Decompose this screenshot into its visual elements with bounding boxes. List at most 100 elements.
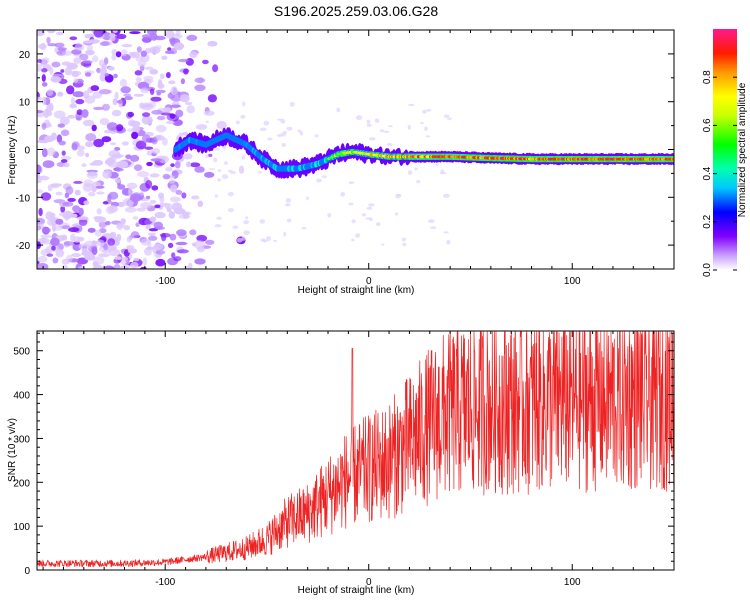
noise-blob — [60, 69, 65, 73]
spec-y-tick-label: 0 — [24, 146, 30, 157]
noise-blob — [165, 50, 175, 54]
noise-blob — [135, 140, 147, 150]
noise-blob — [351, 219, 356, 224]
noise-blob — [146, 246, 155, 250]
noise-blob — [166, 121, 175, 124]
noise-blob — [70, 233, 76, 242]
noise-blob — [41, 122, 47, 130]
noise-blob — [40, 234, 52, 239]
noise-blob — [442, 193, 450, 198]
noise-blob — [321, 175, 327, 179]
noise-blob — [73, 57, 82, 64]
noise-blob — [348, 181, 355, 185]
noise-blob — [116, 33, 127, 40]
snr-frame — [36, 330, 675, 571]
noise-blob — [175, 189, 183, 195]
noise-blob — [46, 36, 51, 44]
noise-blob — [170, 104, 181, 108]
noise-blob — [37, 225, 42, 231]
snr-x-tick-label: 100 — [564, 577, 581, 588]
noise-blob — [197, 246, 205, 253]
noise-blob — [232, 225, 239, 229]
noise-blob — [109, 35, 116, 42]
noise-blob — [47, 218, 59, 226]
noise-blob — [69, 103, 78, 109]
noise-blob — [175, 109, 184, 118]
noise-blob — [114, 178, 121, 184]
noise-blob — [102, 201, 109, 205]
noise-blob — [149, 199, 157, 204]
noise-blob — [76, 257, 89, 265]
noise-blob — [144, 66, 154, 70]
noise-blob — [124, 206, 137, 213]
noise-blob — [61, 150, 66, 156]
noise-blob — [213, 157, 218, 163]
noise-blob — [314, 134, 319, 138]
spec-x-tick-label: -100 — [155, 276, 175, 287]
noise-blob — [37, 110, 44, 114]
noise-blob — [46, 111, 53, 117]
noise-blob — [92, 256, 105, 265]
noise-blob — [140, 202, 152, 209]
noise-blob — [142, 134, 151, 143]
noise-blob — [170, 184, 178, 193]
noise-blob — [286, 218, 292, 223]
noise-blob — [414, 167, 418, 171]
noise-blob — [66, 62, 78, 70]
noise-blob — [151, 109, 163, 115]
noise-blob — [103, 243, 108, 251]
noise-blob — [148, 235, 158, 241]
snr-y-tick-label: 300 — [13, 434, 30, 445]
noise-blob — [180, 78, 185, 85]
noise-blob — [420, 121, 424, 125]
noise-blob — [173, 42, 185, 51]
noise-blob — [98, 253, 110, 258]
noise-blob — [51, 73, 63, 77]
noise-blob — [176, 229, 187, 237]
noise-blob — [135, 56, 144, 62]
noise-blob — [37, 165, 43, 174]
noise-blob — [77, 236, 85, 242]
noise-blob — [140, 238, 150, 246]
noise-blob — [151, 185, 159, 191]
noise-blob — [443, 114, 450, 118]
noise-blob — [207, 94, 217, 103]
noise-blob — [121, 44, 133, 48]
noise-blob — [168, 211, 175, 219]
noise-blob — [443, 231, 449, 234]
snr-x-label: Height of straight line (km) — [298, 585, 415, 596]
noise-blob — [85, 49, 95, 56]
noise-blob — [159, 73, 165, 80]
noise-blob — [151, 148, 161, 155]
noise-blob — [197, 200, 204, 207]
noise-blob — [285, 198, 292, 203]
noise-blob — [401, 237, 406, 242]
noise-blob — [60, 129, 70, 137]
noise-blob — [56, 31, 64, 36]
noise-blob — [165, 166, 173, 172]
noise-blob — [407, 124, 411, 130]
noise-blob — [99, 59, 105, 67]
noise-blob — [42, 160, 55, 169]
noise-blob — [124, 96, 133, 101]
noise-blob — [77, 216, 89, 221]
noise-blob — [76, 116, 81, 120]
noise-blob — [117, 184, 126, 190]
noise-blob — [94, 229, 102, 237]
noise-blob — [139, 191, 144, 196]
noise-blob — [182, 211, 192, 215]
noise-blob — [175, 241, 188, 246]
noise-blob — [141, 34, 153, 39]
noise-blob — [112, 30, 118, 33]
noise-blob — [306, 196, 310, 201]
noise-blob — [245, 216, 249, 220]
noise-blob — [157, 83, 165, 89]
noise-blob — [37, 173, 41, 179]
noise-blob — [120, 86, 131, 94]
noise-blob — [208, 153, 213, 157]
noise-blob — [301, 226, 307, 230]
noise-blob — [207, 40, 218, 47]
noise-blob — [95, 239, 105, 247]
noise-blob — [143, 79, 154, 83]
